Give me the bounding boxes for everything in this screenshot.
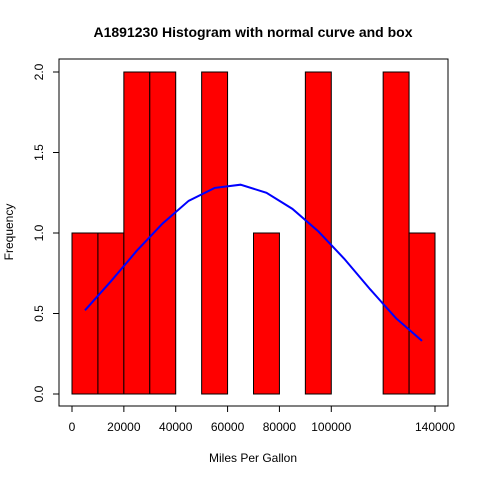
x-axis: 0 20000 40000 60000 80000 100000 140000 (69, 405, 455, 434)
histogram-bar (97, 232, 125, 395)
y-axis: 0.0 0.5 1.0 1.5 2.0 (32, 63, 60, 402)
normal-curve (84, 183, 423, 342)
y-tick-label: 1.5 (32, 144, 46, 161)
x-tick-label: 80000 (263, 420, 297, 434)
histogram-bar (408, 232, 436, 395)
y-tick-label: 0.5 (32, 305, 46, 322)
histogram-bars (71, 71, 436, 395)
x-tick-label: 20000 (107, 420, 141, 434)
x-tick-label: 40000 (159, 420, 193, 434)
x-tick-label: 140000 (415, 420, 455, 434)
y-axis-label: Frequency (2, 204, 16, 261)
x-tick-label: 0 (69, 420, 76, 434)
y-tick-label: 2.0 (32, 63, 46, 80)
y-tick-label: 1.0 (32, 224, 46, 241)
y-tick-label: 0.0 (32, 385, 46, 402)
x-axis-label: Miles Per Gallon (209, 451, 297, 465)
histogram-bar (71, 232, 99, 395)
histogram-bar (123, 71, 151, 395)
histogram-bar (304, 71, 332, 395)
histogram-bar (382, 71, 410, 395)
chart-title: A1891230 Histogram with normal curve and… (94, 24, 413, 40)
histogram-bar (201, 71, 229, 395)
histogram-bar (253, 232, 280, 395)
x-tick-label: 100000 (311, 420, 351, 434)
x-tick-label: 60000 (211, 420, 245, 434)
